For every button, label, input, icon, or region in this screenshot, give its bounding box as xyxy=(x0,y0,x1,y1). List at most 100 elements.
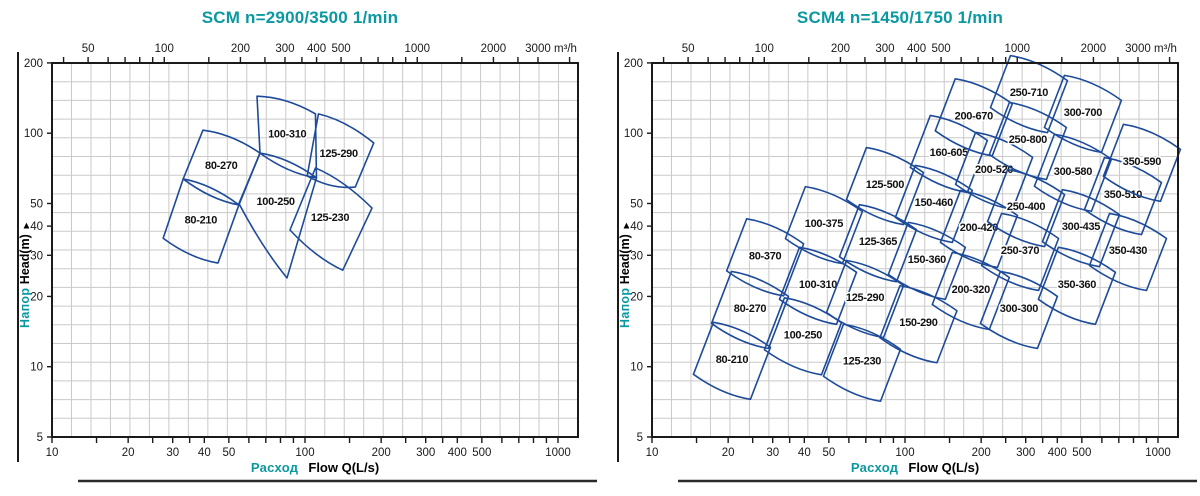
y-axis-tick-label: 30 xyxy=(630,250,643,262)
y-axis-tick-label: 100 xyxy=(624,128,643,140)
chart-panel-scm: 80-210 80-270 100-250 100-310 125-290 125-230… xyxy=(17,8,597,483)
y-axis-label: Напор Head(m) ▲ xyxy=(618,220,632,328)
bottom-axis-tick-label: 500 xyxy=(1072,447,1091,459)
y-axis-tick-label: 40 xyxy=(30,221,43,233)
pump-field-label: 80-210 xyxy=(716,354,749,366)
pump-field-label: 125-290 xyxy=(846,292,884,304)
pump-field-300-435 xyxy=(1041,188,1121,268)
pump-field-label: 100-250 xyxy=(256,196,294,208)
y-axis-tick-label: 200 xyxy=(624,58,643,70)
scm-pump-field-chart: 80-210 80-270 100-250 100-310 125-290 125-230… xyxy=(17,43,597,483)
pump-field-125-230 xyxy=(822,323,902,403)
pump-field-label: 350-430 xyxy=(1109,245,1147,257)
pump-field-label: 200-520 xyxy=(975,164,1013,176)
top-axis-tick-label: 200 xyxy=(831,43,850,55)
bottom-axis-tick-label: 300 xyxy=(416,447,435,459)
pump-field-250-370 xyxy=(980,212,1060,292)
pump-field-label: 80-270 xyxy=(734,303,767,315)
y-axis-tick-label: 30 xyxy=(30,250,43,262)
top-axis-tick-label: 3000 xyxy=(525,43,551,55)
top-axis-tick-label: 50 xyxy=(682,43,695,55)
top-axis-tick-label: 1000 xyxy=(404,43,430,55)
top-axis-tick-label: 300 xyxy=(275,43,294,55)
pump-field-label: 350-590 xyxy=(1123,156,1161,168)
up-arrow-icon: ▲ xyxy=(621,220,632,232)
pump-field-80-370 xyxy=(725,218,805,297)
pump-field-300-580 xyxy=(1033,133,1113,213)
bottom-axis-tick-label: 500 xyxy=(472,447,491,459)
pump-field-label: 100-250 xyxy=(784,329,822,341)
x-axis-label-en: Flow Q(L/s) xyxy=(308,460,380,475)
top-axis-tick-label: 50 xyxy=(82,43,95,55)
top-axis-tick-label: 400 xyxy=(307,43,326,55)
y-axis-label-ru: Напор xyxy=(618,287,632,328)
y-axis-tick-label: 40 xyxy=(630,221,643,233)
pump-field-300-700 xyxy=(1043,74,1123,154)
top-axis-unit: m³/h xyxy=(1154,43,1177,55)
y-axis-tick-label: 10 xyxy=(630,362,643,374)
y-axis-tick-label: 10 xyxy=(30,362,43,374)
pump-field-125-290 xyxy=(306,113,375,189)
y-axis-label: Напор Head(m) ▲ xyxy=(18,220,32,328)
top-axis-tick-label: 300 xyxy=(875,43,894,55)
top-axis-tick-label: 200 xyxy=(231,43,250,55)
y-axis-label-en: Head(m) xyxy=(618,234,632,285)
top-axis-tick-label: 2000 xyxy=(1081,43,1107,55)
pump-field-125-290 xyxy=(825,259,905,339)
pump-field-200-420 xyxy=(939,189,1019,269)
x-axis-label: Расход Flow Q(L/s) xyxy=(652,460,1178,475)
x-axis-label-en: Flow Q(L/s) xyxy=(908,460,980,475)
pump-field-label: 150-290 xyxy=(899,317,937,329)
y-axis-label-ru: Напор xyxy=(18,287,32,328)
bottom-axis-tick-label: 40 xyxy=(198,447,211,459)
pump-field-label: 125-230 xyxy=(311,212,349,224)
pump-field-200-520 xyxy=(954,131,1034,211)
pump-field-label: 350-510 xyxy=(1104,189,1142,201)
bottom-axis-tick-label: 100 xyxy=(295,447,314,459)
pump-field-label: 300-435 xyxy=(1062,221,1100,233)
y-axis-tick-label: 200 xyxy=(24,58,43,70)
pump-field-350-430 xyxy=(1088,212,1168,292)
pump-field-label: 125-500 xyxy=(866,179,904,191)
y-axis-tick-label: 50 xyxy=(630,199,643,211)
pump-field-label: 200-320 xyxy=(952,284,990,296)
y-axis-tick-label: 50 xyxy=(30,199,43,211)
top-axis-tick-label: 100 xyxy=(155,43,174,55)
pump-field-150-460 xyxy=(894,164,974,244)
pump-field-label: 160-605 xyxy=(930,147,968,159)
pump-field-80-210 xyxy=(692,321,772,401)
pump-field-150-360 xyxy=(887,221,967,301)
bottom-axis-tick-label: 30 xyxy=(166,447,179,459)
plot-border xyxy=(651,62,1179,438)
top-axis-tick-label: 400 xyxy=(907,43,926,55)
y-axis-tick-label: 5 xyxy=(637,432,643,444)
pump-field-label: 125-365 xyxy=(859,236,897,248)
pump-field-250-800 xyxy=(988,101,1068,181)
pump-field-label: 350-360 xyxy=(1058,279,1096,291)
top-axis-tick-label: 1000 xyxy=(1004,43,1030,55)
bottom-axis-tick-label: 50 xyxy=(222,447,235,459)
chart-panel-scm4: 80-210 80-270 80-370 100-250 100-310 100-375 1… xyxy=(600,0,1200,496)
chart-title-scm4: SCM4 n=1450/1750 1/min xyxy=(796,8,1004,27)
pump-field-125-230 xyxy=(289,167,373,272)
bottom-axis-tick-label: 100 xyxy=(895,447,914,459)
y-axis-label-en: Head(m) xyxy=(18,234,32,285)
bottom-axis-tick-label: 300 xyxy=(1016,447,1035,459)
bottom-axis-tick-label: 1000 xyxy=(545,447,571,459)
pump-field-100-250 xyxy=(238,152,318,279)
pump-field-label: 200-670 xyxy=(955,110,993,122)
pump-field-100-375 xyxy=(784,185,864,265)
x-axis-label-ru: Расход xyxy=(850,460,899,475)
pump-field-label: 300-580 xyxy=(1054,166,1092,178)
top-axis-unit: m³/h xyxy=(554,43,577,55)
pump-field-80-270 xyxy=(710,270,790,350)
bottom-axis-tick-label: 40 xyxy=(798,447,811,459)
bottom-axis-tick-label: 1000 xyxy=(1145,447,1171,459)
top-axis-tick-label: 500 xyxy=(332,43,351,55)
y-axis-tick-label: 20 xyxy=(630,291,643,303)
pump-field-label: 80-370 xyxy=(749,250,782,262)
x-axis-label-ru: Расход xyxy=(250,460,299,475)
pump-field-100-250 xyxy=(763,296,843,376)
pump-field-label: 200-420 xyxy=(960,222,998,234)
